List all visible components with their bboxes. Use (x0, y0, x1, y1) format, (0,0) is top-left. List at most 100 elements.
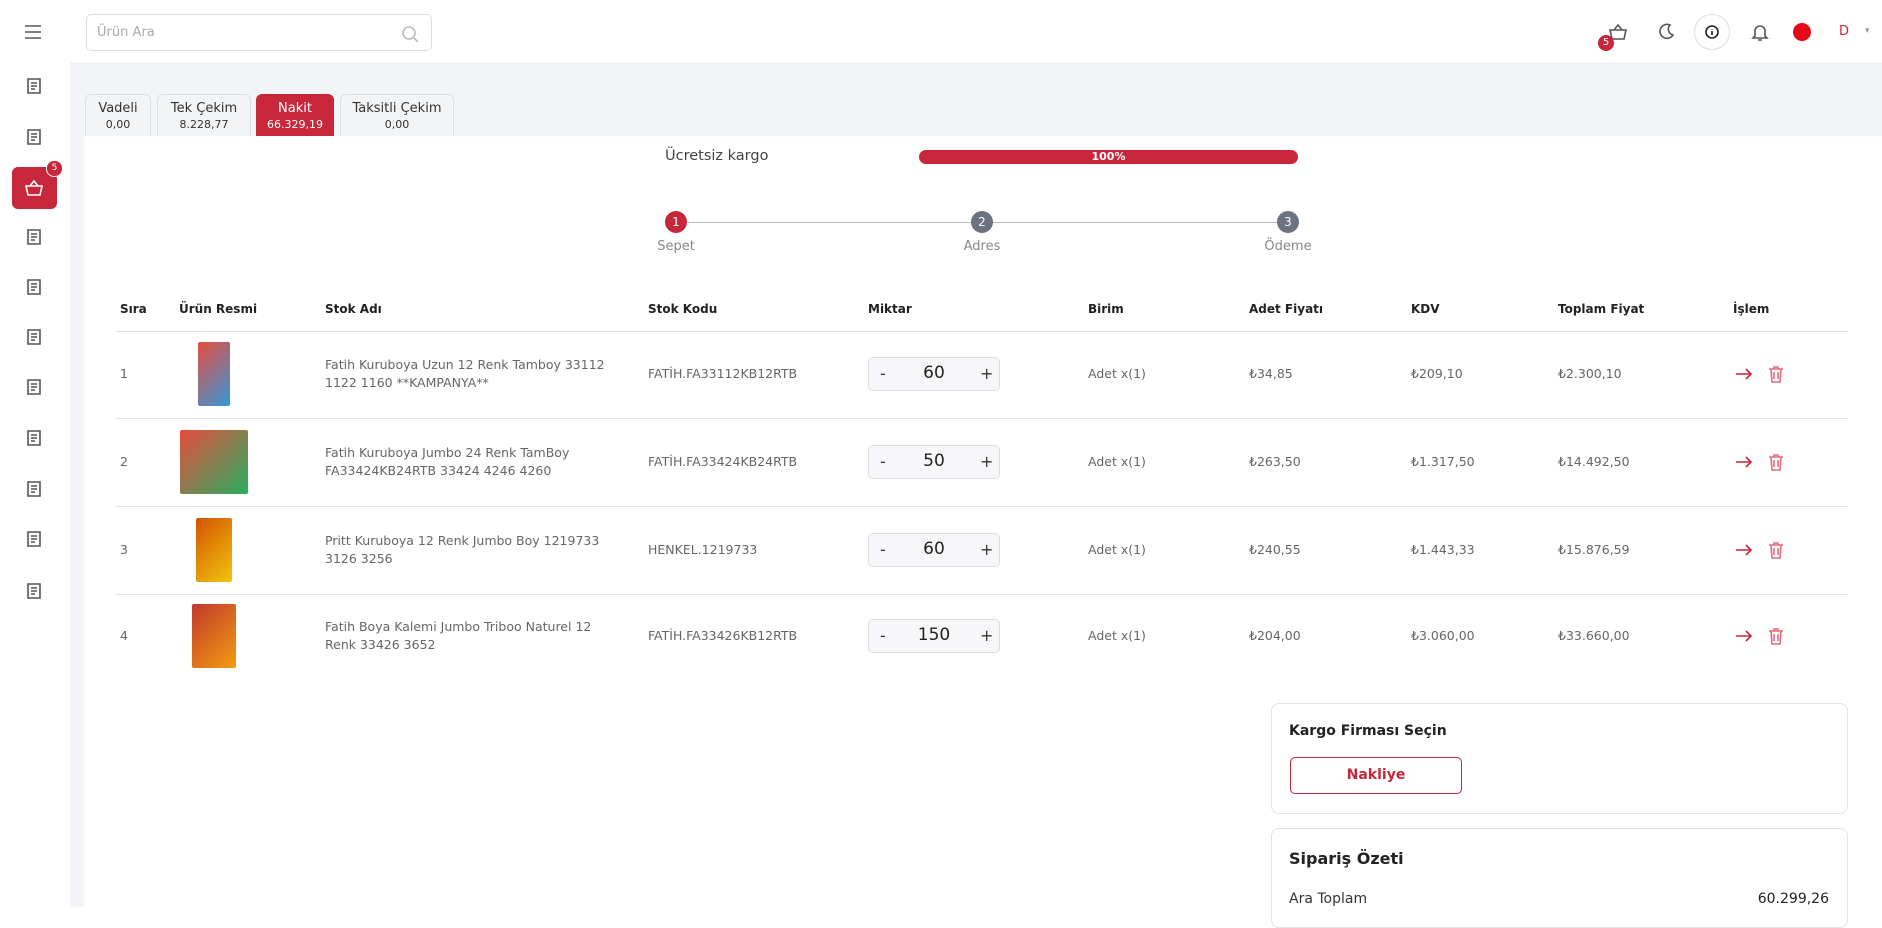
sidebar-icon[interactable] (23, 580, 45, 602)
subtotal-label: Ara Toplam (1289, 891, 1368, 907)
stock-code: HENKEL.1219733 (648, 542, 758, 557)
total-price: ₺2.300,10 (1558, 366, 1622, 381)
summary-box (1271, 828, 1848, 928)
unit: Adet x(1) (1088, 454, 1146, 469)
cargo-button[interactable]: Nakliye (1290, 757, 1462, 794)
table-header: Toplam Fiyat (1558, 302, 1645, 316)
sidebar-icon[interactable] (23, 528, 45, 550)
quantity-minus[interactable]: - (880, 540, 886, 559)
vat: ₺1.317,50 (1411, 454, 1475, 469)
table-header: KDV (1411, 302, 1440, 316)
shipping-label: Ücretsiz kargo (665, 148, 769, 164)
summary-title: Sipariş Özeti (1289, 849, 1404, 868)
product-image (180, 430, 248, 494)
sidebar-icon[interactable] (23, 126, 45, 148)
payment-tab[interactable]: Vadeli 0,00 (85, 94, 151, 136)
vat: ₺1.443,33 (1411, 542, 1475, 557)
total-price: ₺33.660,00 (1558, 628, 1630, 643)
delete-icon[interactable] (1765, 363, 1787, 385)
quantity-plus[interactable]: + (980, 452, 994, 471)
quantity-plus[interactable]: + (980, 626, 994, 645)
quantity-box (868, 357, 1000, 391)
search-box[interactable]: Ürün Ara (86, 14, 432, 51)
table-header: Stok Kodu (648, 302, 718, 316)
payment-tab[interactable]: Taksitli Çekim 0,00 (340, 94, 454, 136)
menu-icon[interactable] (22, 21, 44, 43)
sidebar-icon[interactable] (23, 75, 45, 97)
cargo-box (1271, 703, 1848, 814)
tab-amount: 0,00 (105, 118, 131, 131)
stock-code: FATİH.FA33424KB24RTB (648, 454, 798, 469)
sidebar-icon[interactable] (23, 376, 45, 398)
sidebar-icon[interactable] (23, 427, 45, 449)
payment-tab[interactable]: Nakit 66.329,19 (256, 94, 334, 136)
tab-amount: 66.329,19 (267, 118, 323, 131)
step-label: Sepet (657, 239, 695, 254)
progress-bar: 100% (919, 150, 1298, 164)
quantity-value: 50 (923, 451, 945, 471)
tab-amount: 0,00 (384, 118, 410, 131)
vat: ₺209,10 (1411, 366, 1463, 381)
delete-icon[interactable] (1765, 539, 1787, 561)
unit-price: ₺204,00 (1249, 628, 1301, 643)
table-header: Miktar (868, 302, 912, 316)
sidebar-icon[interactable] (23, 226, 45, 248)
step-circle: 2 (971, 211, 993, 233)
row-number: 1 (120, 366, 128, 381)
cart-icon[interactable] (1607, 21, 1629, 43)
step-circle: 3 (1277, 211, 1299, 233)
language-flag[interactable] (1793, 23, 1811, 41)
quantity-value: 60 (923, 363, 945, 383)
row-separator (116, 506, 1848, 507)
unit: Adet x(1) (1088, 366, 1146, 381)
stock-code: FATİH.FA33112KB12RTB (648, 366, 798, 381)
product-image (198, 342, 230, 406)
total-price: ₺14.492,50 (1558, 454, 1630, 469)
row-separator (116, 418, 1848, 419)
step-circle: 1 (665, 211, 687, 233)
total-price: ₺15.876,59 (1558, 542, 1630, 557)
go-to-product-icon[interactable] (1733, 625, 1755, 647)
sidebar-cart-icon[interactable] (23, 177, 45, 199)
row-separator (116, 594, 1848, 595)
search-placeholder: Ürün Ara (97, 25, 155, 40)
go-to-product-icon[interactable] (1733, 363, 1755, 385)
table-header: İşlem (1733, 302, 1770, 316)
tab-name: Vadeli (98, 101, 138, 116)
user-initial[interactable]: D (1839, 24, 1850, 39)
quantity-plus[interactable]: + (980, 364, 994, 383)
quantity-minus[interactable]: - (880, 626, 886, 645)
quantity-minus[interactable]: - (880, 452, 886, 471)
sidebar-icon[interactable] (23, 326, 45, 348)
subtotal-value: 60.299,26 (1757, 891, 1829, 907)
quantity-box (868, 533, 1000, 567)
info-icon (1705, 25, 1719, 39)
quantity-minus[interactable]: - (880, 364, 886, 383)
step-label: Adres (963, 239, 1001, 254)
product-name: Pritt Kuruboya 12 Renk Jumbo Boy 1219733… (325, 533, 600, 566)
tab-amount: 8.228,77 (179, 118, 229, 131)
sidebar-icon[interactable] (23, 478, 45, 500)
top-bar: Ürün Ara 5 D ▾ (0, 0, 1882, 62)
row-number: 4 (120, 628, 128, 643)
go-to-product-icon[interactable] (1733, 451, 1755, 473)
theme-icon[interactable] (1655, 21, 1677, 43)
step-label: Ödeme (1264, 239, 1312, 254)
delete-icon[interactable] (1765, 451, 1787, 473)
info-button[interactable] (1694, 14, 1730, 50)
sidebar-icon[interactable] (23, 276, 45, 298)
vat: ₺3.060,00 (1411, 628, 1475, 643)
unit: Adet x(1) (1088, 628, 1146, 643)
delete-icon[interactable] (1765, 625, 1787, 647)
row-number: 2 (120, 454, 128, 469)
user-dropdown-caret[interactable]: ▾ (1865, 26, 1870, 36)
product-name: Fatih Kuruboya Jumbo 24 Renk TamBoy FA33… (325, 445, 570, 478)
table-header: Sıra (120, 302, 147, 316)
quantity-plus[interactable]: + (980, 540, 994, 559)
search-icon (402, 26, 419, 43)
unit-price: ₺240,55 (1249, 542, 1301, 557)
go-to-product-icon[interactable] (1733, 539, 1755, 561)
payment-tab[interactable]: Tek Çekim 8.228,77 (157, 94, 251, 136)
bell-icon[interactable] (1749, 21, 1771, 43)
